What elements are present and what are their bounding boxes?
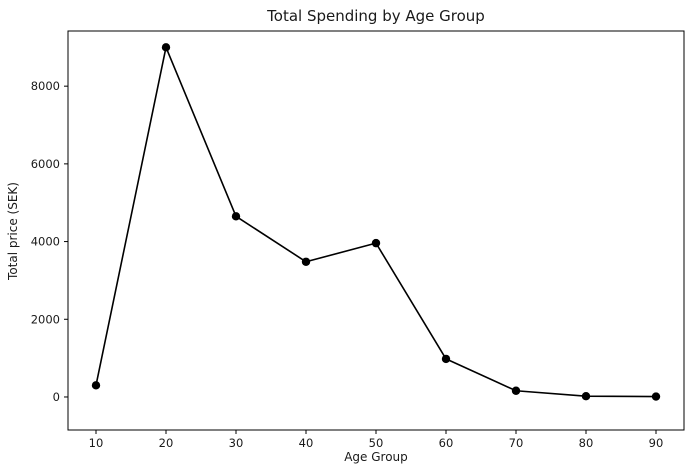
x-tick-label: 30 (229, 436, 244, 450)
x-tick-label: 10 (89, 436, 104, 450)
y-axis-label: Total price (SEK) (6, 182, 20, 281)
chart-title: Total Spending by Age Group (266, 7, 485, 25)
x-axis-label: Age Group (344, 450, 408, 464)
y-tick-label: 4000 (31, 235, 60, 249)
x-tick-label: 70 (509, 436, 524, 450)
y-tick-label: 8000 (31, 79, 60, 93)
data-point-marker (161, 43, 171, 52)
x-tick-label: 80 (579, 436, 594, 450)
data-point-marker (91, 381, 101, 390)
y-tick-label: 0 (53, 390, 60, 404)
data-point-marker (651, 392, 661, 401)
data-point-marker (231, 212, 241, 221)
plot-border (67, 30, 685, 431)
data-point-marker (441, 354, 451, 364)
data-point-marker (511, 386, 521, 395)
y-tick-label: 6000 (31, 157, 60, 171)
data-point-marker (581, 391, 591, 401)
x-tick-label: 40 (299, 436, 314, 450)
data-line (95, 46, 657, 398)
x-tick-label: 20 (159, 436, 174, 450)
x-tick-label: 90 (649, 436, 664, 450)
y-tick-label: 2000 (31, 312, 60, 326)
x-tick-label: 50 (369, 436, 384, 450)
data-point-marker (371, 238, 381, 248)
data-point-marker (301, 257, 311, 266)
x-tick-label: 60 (439, 436, 454, 450)
